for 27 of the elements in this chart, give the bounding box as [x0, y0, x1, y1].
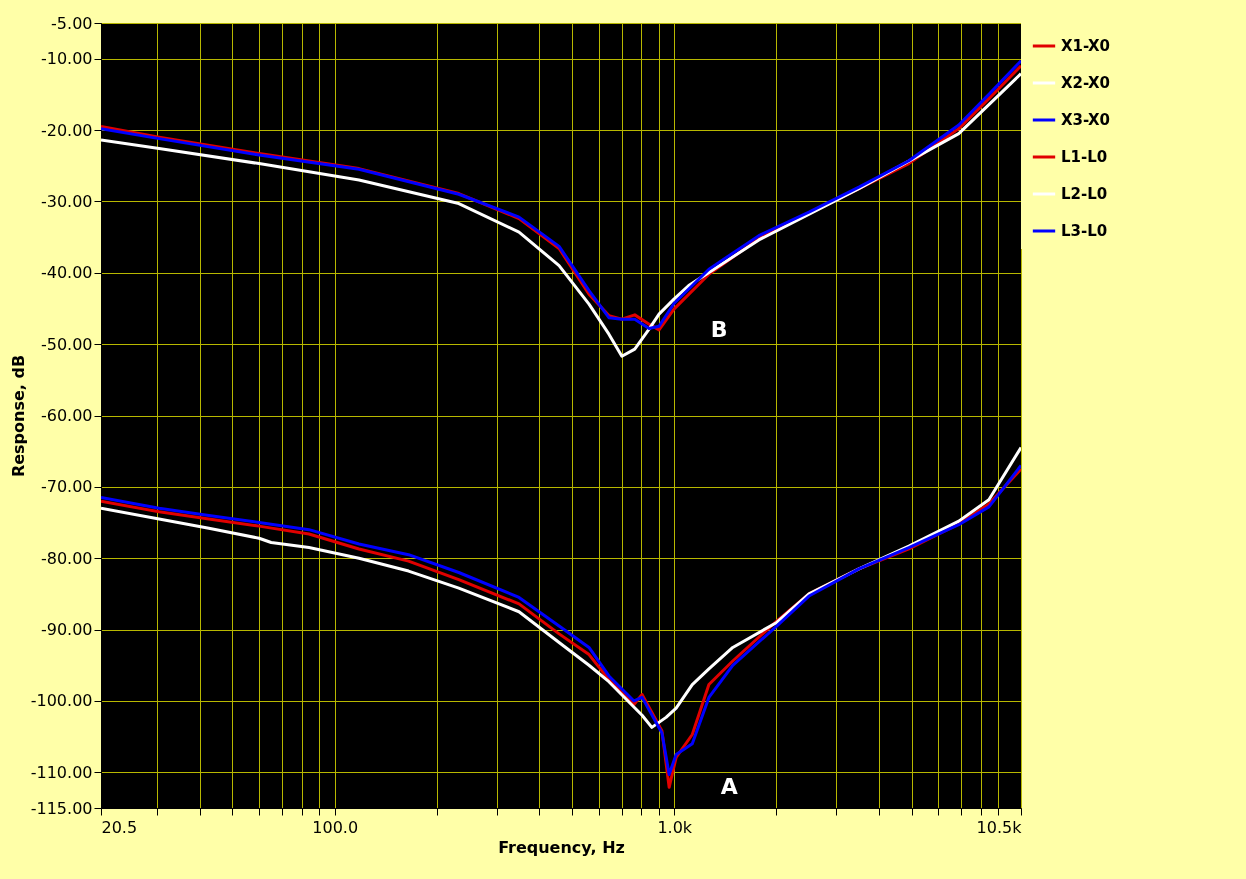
y-tick-label: -5.00 [51, 13, 93, 33]
y-tick-label: -100.00 [30, 691, 93, 711]
y-tick-label: -70.00 [40, 477, 93, 497]
y-tick-label: -50.00 [40, 334, 93, 354]
legend-label: L1-L0 [1061, 148, 1108, 166]
legend-label: X2-X0 [1061, 74, 1111, 92]
y-tick-label: -30.00 [40, 191, 93, 211]
y-tick-label: -115.00 [30, 798, 93, 818]
annotation: B [710, 316, 728, 342]
legend-label: X1-X0 [1061, 37, 1111, 55]
y-axis-title: Response, dB [8, 354, 28, 478]
x-tick-label: 20.5 [101, 817, 138, 837]
y-tick-label: -110.00 [30, 762, 93, 782]
x-tick-label: 1.0k [657, 817, 693, 837]
annotation: A [720, 774, 738, 800]
y-tick-label: -80.00 [40, 548, 93, 568]
legend-label: X3-X0 [1061, 111, 1111, 129]
y-tick-label: -10.00 [40, 49, 93, 69]
x-tick-label: 100.0 [312, 817, 359, 837]
y-tick-label: -40.00 [40, 263, 93, 283]
x-tick-label: 10.5k [976, 817, 1023, 837]
legend-label: L3-L0 [1061, 222, 1108, 240]
y-tick-label: -90.00 [40, 620, 93, 640]
x-axis-title: Frequency, Hz [498, 837, 625, 857]
legend-label: L2-L0 [1061, 185, 1108, 203]
y-tick-label: -60.00 [40, 406, 93, 425]
y-tick-label: -20.00 [40, 120, 93, 140]
